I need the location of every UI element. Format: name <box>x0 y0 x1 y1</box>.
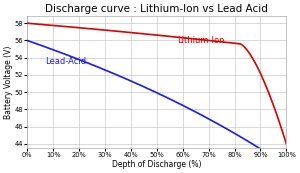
Y-axis label: Battery Voltage (V): Battery Voltage (V) <box>4 46 13 119</box>
Title: Discharge curve : Lithium-Ion vs Lead Acid: Discharge curve : Lithium-Ion vs Lead Ac… <box>45 4 268 14</box>
Text: Lithium-Ion: Lithium-Ion <box>178 36 225 45</box>
X-axis label: Depth of Discharge (%): Depth of Discharge (%) <box>112 160 202 169</box>
Text: Lead-Acid: Lead-Acid <box>45 57 86 66</box>
